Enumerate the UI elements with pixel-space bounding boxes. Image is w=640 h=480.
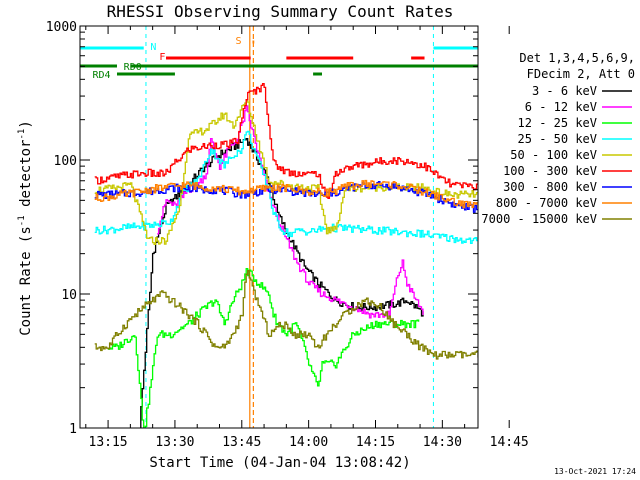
- legend-entry-label: 12 - 25 keV: [518, 116, 597, 130]
- flare-label: F: [159, 52, 165, 63]
- series-line: [94, 179, 478, 209]
- legend-entry-label: 100 - 300 keV: [503, 164, 597, 178]
- legend-header-fdecim: FDecim 2, Att 0: [527, 67, 635, 81]
- legend-header-det: Det 1,3,4,5,6,9,: [519, 51, 635, 65]
- legend-entry-label: 6 - 12 keV: [525, 100, 597, 114]
- x-tick-label: 14:00: [289, 435, 328, 450]
- legend-entry-label: 7000 - 15000 keV: [481, 212, 597, 226]
- series-line: [108, 267, 420, 428]
- legend-entry-label: 3 - 6 keV: [532, 84, 597, 98]
- rd0-label: RD0: [124, 62, 142, 73]
- plot-frame: [79, 25, 479, 429]
- y-tick-label: 1: [69, 422, 77, 437]
- chart-title: RHESSI Observing Summary Count Rates: [107, 2, 454, 21]
- night-label: N: [150, 42, 156, 53]
- x-tick-label: 13:45: [222, 435, 261, 450]
- legend-entry-label: 50 - 100 keV: [510, 148, 597, 162]
- legend-entry-label: 800 - 7000 keV: [496, 196, 597, 210]
- x-axis-label: Start Time (04-Jan-04 13:08:42): [149, 455, 410, 471]
- y-tick-label: 100: [54, 154, 77, 169]
- legend-entry-label: 25 - 50 keV: [518, 132, 597, 146]
- footer-date: 13-Oct-2021 17:24: [554, 467, 636, 476]
- series-line: [157, 105, 424, 319]
- y-axis-label: Count Rate (s-1 detector-1): [17, 120, 34, 336]
- x-tick-label: 14:15: [356, 435, 395, 450]
- x-tick-label: 14:30: [423, 435, 462, 450]
- series-line: [94, 130, 478, 245]
- legend-entry-label: 300 - 800 keV: [503, 180, 597, 194]
- y-tick-label: 10: [61, 288, 77, 303]
- series-line: [94, 270, 478, 360]
- saa-label: S: [236, 36, 242, 47]
- plot-area: [80, 26, 478, 428]
- x-tick-label: 13:15: [89, 435, 128, 450]
- x-tick-label: 13:30: [155, 435, 194, 450]
- rd4-label: RD4: [92, 70, 110, 81]
- y-tick-label: 1000: [46, 20, 77, 35]
- x-tick-label: 14:45: [490, 435, 529, 450]
- series-line: [94, 82, 478, 200]
